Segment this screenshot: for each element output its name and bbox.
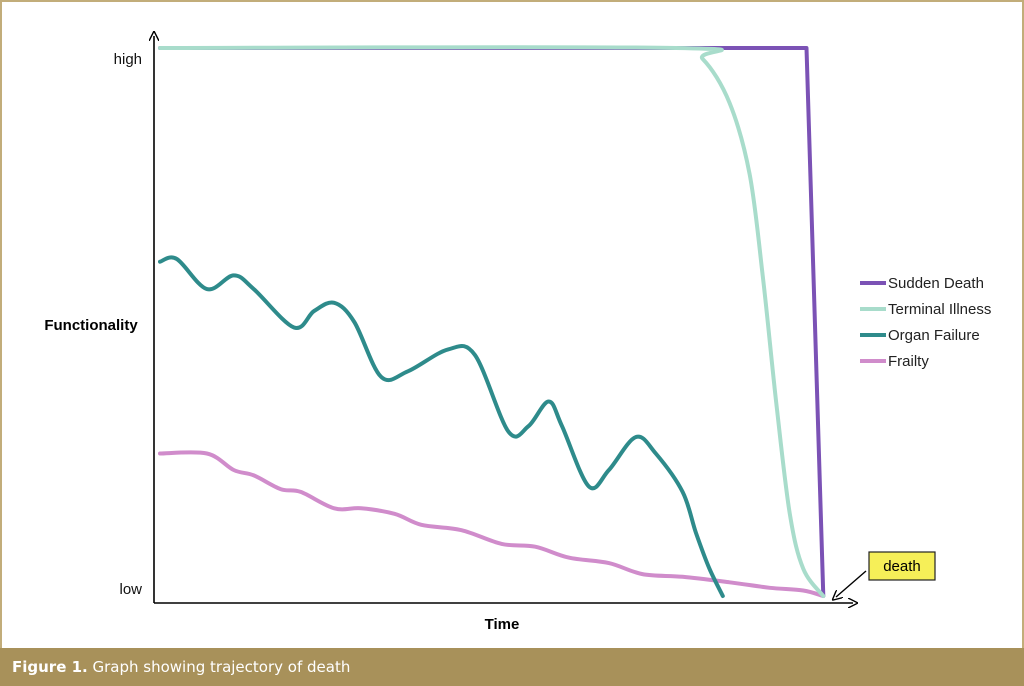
legend-label-organ-failure: Organ Failure: [888, 327, 980, 344]
legend-label-terminal-illness: Terminal Illness: [888, 301, 991, 318]
legend-label-sudden-death: Sudden Death: [888, 275, 984, 292]
y-tick-low: low: [119, 581, 142, 598]
y-axis-title: Functionality: [44, 317, 138, 334]
death-label: death: [883, 558, 921, 575]
series-line-sudden-death: [158, 46, 826, 598]
series-line-terminal-illness: [158, 45, 826, 598]
series-layer: [158, 45, 826, 598]
caption-text: Graph showing trajectory of death: [92, 658, 351, 676]
series-line-organ-failure: [158, 255, 725, 598]
legend: Sudden Death Terminal Illness Organ Failur…: [860, 275, 991, 370]
caption-label: Figure 1.: [12, 658, 88, 676]
x-axis-title: Time: [485, 616, 520, 633]
trajectory-chart: high low Functionality Time Sudden Death…: [44, 0, 991, 633]
y-tick-high: high: [114, 51, 142, 68]
death-arrow: [836, 570, 867, 597]
series-line-frailty: [158, 450, 826, 598]
death-annotation: death: [836, 551, 936, 597]
figure-caption: Figure 1. Graph showing trajectory of de…: [0, 648, 1024, 686]
death-label-box: [868, 551, 936, 581]
legend-label-frailty: Frailty: [888, 353, 929, 370]
